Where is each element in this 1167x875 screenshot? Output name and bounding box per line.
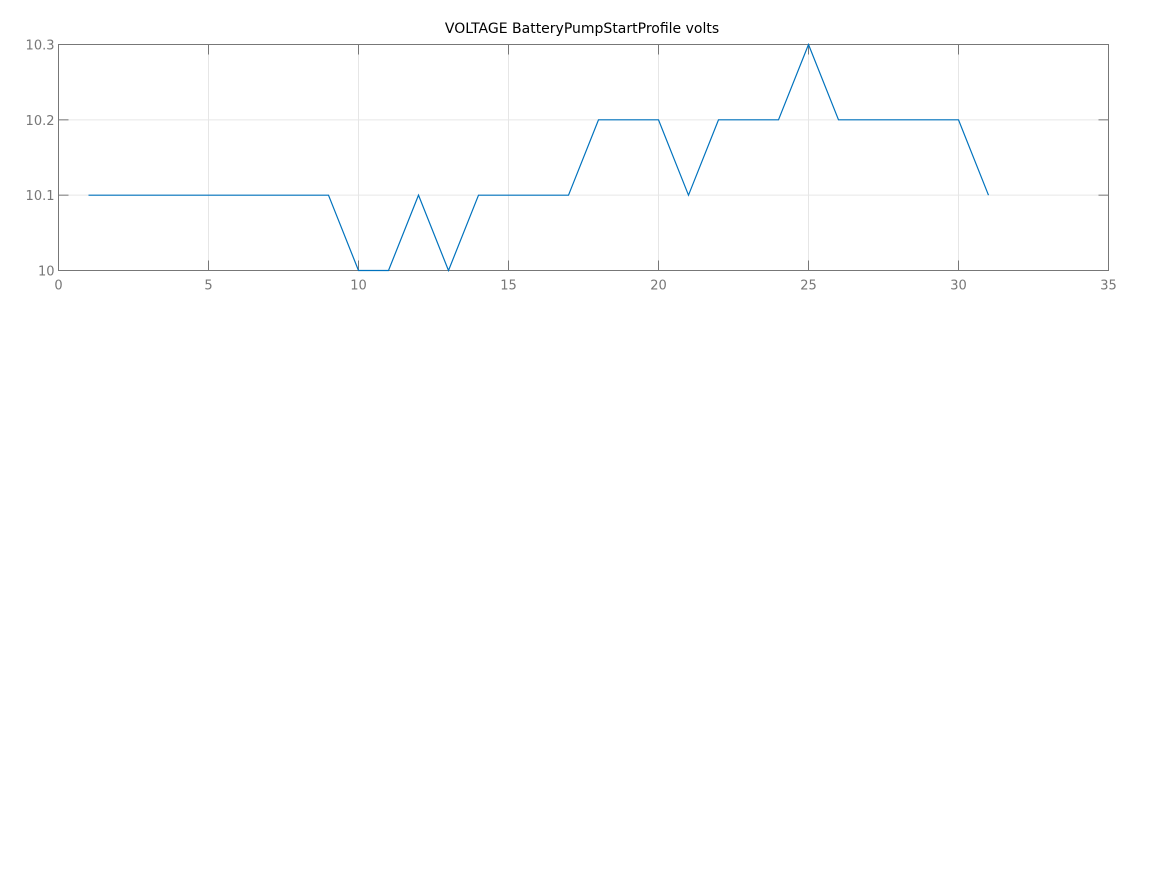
y-tick-label: 10.1 — [26, 189, 55, 204]
x-tick-label: 0 — [54, 279, 62, 294]
plot-area-frame — [58, 44, 1109, 271]
x-tick-label: 25 — [800, 279, 817, 294]
x-tick-label: 35 — [1100, 279, 1117, 294]
data-points — [88, 44, 988, 270]
y-tick-label: 10.3 — [26, 39, 55, 54]
x-tick-label: 30 — [950, 279, 967, 294]
x-tick-label: 10 — [350, 279, 367, 294]
y-tick-label: 10.2 — [26, 114, 55, 129]
x-tick-label: 15 — [500, 279, 517, 294]
series-line — [88, 42, 990, 273]
chart-title: VOLTAGE BatteryPumpStartProfile volts — [445, 21, 719, 37]
axis-ticks: 0 5 10 15 20 25 30 35 10 10.1 10.2 10.3 — [26, 39, 1117, 294]
x-tick-label: 5 — [204, 279, 212, 294]
y-tick-label: 10 — [38, 265, 55, 280]
x-tick-label: 20 — [650, 279, 667, 294]
